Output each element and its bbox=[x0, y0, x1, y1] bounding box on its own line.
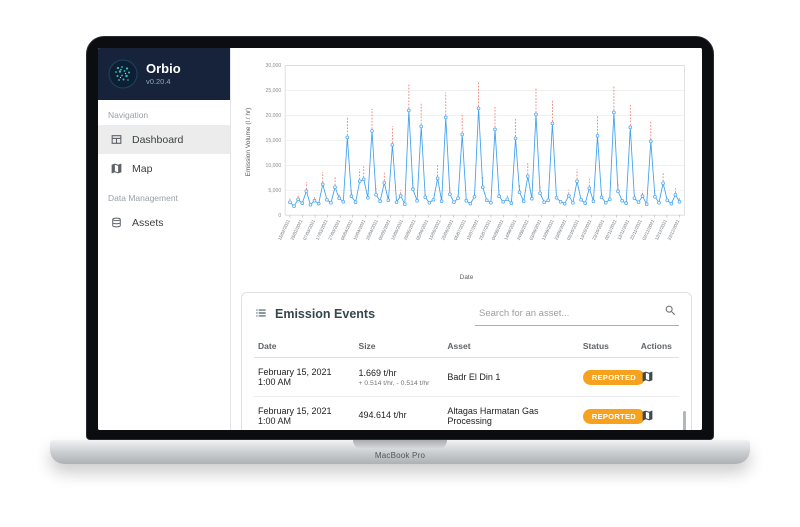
brand-version: v0.20.4 bbox=[146, 77, 171, 87]
svg-text:22/12/2021: 22/12/2021 bbox=[667, 218, 681, 241]
sidebar: Orbio v0.20.4 Navigation Dashboard bbox=[98, 48, 231, 430]
view-on-map-button[interactable] bbox=[641, 370, 654, 383]
svg-text:15/02/2021: 15/02/2021 bbox=[277, 218, 291, 241]
assets-icon bbox=[110, 216, 123, 229]
nav-section-label-data-management: Data Management bbox=[108, 193, 178, 203]
view-on-map-button[interactable] bbox=[641, 409, 654, 422]
svg-text:25/07/2021: 25/07/2021 bbox=[478, 218, 492, 241]
event-size: 1.669 t/hr bbox=[358, 367, 397, 378]
svg-text:06/04/2021: 06/04/2021 bbox=[340, 218, 354, 241]
svg-text:14/08/2021: 14/08/2021 bbox=[503, 218, 517, 241]
table-header-row: Date Size Asset Status Actions bbox=[254, 335, 679, 359]
event-date: February 15, 2021 1:00 AM bbox=[254, 357, 355, 398]
svg-text:13/10/2021: 13/10/2021 bbox=[579, 218, 593, 241]
svg-text:25/02/2021: 25/02/2021 bbox=[290, 218, 304, 241]
svg-text:22/11/2021: 22/11/2021 bbox=[629, 218, 643, 240]
status-badge: REPORTED bbox=[582, 408, 645, 424]
svg-text:07/03/2021: 07/03/2021 bbox=[302, 218, 316, 241]
sidebar-item-label: Assets bbox=[132, 216, 164, 229]
event-size: 494.614 t/hr bbox=[358, 410, 407, 421]
table-row[interactable]: February 15, 2021 1:00 AM 494.614 t/hr A… bbox=[254, 396, 679, 430]
brand-header: Orbio v0.20.4 bbox=[98, 48, 230, 100]
svg-text:05/06/2021: 05/06/2021 bbox=[415, 218, 429, 241]
svg-text:24/08/2021: 24/08/2021 bbox=[516, 218, 530, 241]
svg-text:15/06/2021: 15/06/2021 bbox=[428, 218, 442, 241]
svg-text:16/05/2021: 16/05/2021 bbox=[390, 218, 404, 241]
sidebar-item-dashboard[interactable]: Dashboard bbox=[98, 125, 230, 154]
event-date: February 15, 2021 1:00 AM bbox=[254, 396, 355, 430]
nav-section-label-navigation: Navigation bbox=[108, 110, 149, 120]
svg-text:03/09/2021: 03/09/2021 bbox=[528, 218, 542, 241]
event-size-uncertainty: + 0.514 t/hr, - 0.514 t/hr bbox=[358, 379, 430, 387]
svg-text:17/03/2021: 17/03/2021 bbox=[315, 218, 329, 241]
events-header: Emission Events bbox=[254, 302, 679, 327]
status-badge: REPORTED bbox=[582, 369, 645, 385]
column-header-asset: Asset bbox=[443, 335, 579, 359]
svg-text:23/10/2021: 23/10/2021 bbox=[591, 218, 605, 241]
sidebar-item-label: Dashboard bbox=[132, 133, 184, 146]
events-title: Emission Events bbox=[275, 307, 376, 322]
emission-events-card: Emission Events bbox=[241, 292, 692, 430]
asset-search bbox=[475, 302, 679, 327]
sidebar-item-map[interactable]: Map bbox=[98, 154, 230, 183]
svg-text:02/11/2021: 02/11/2021 bbox=[604, 218, 618, 240]
table-row[interactable]: February 15, 2021 1:00 AM 1.669 t/hr + 0… bbox=[254, 357, 679, 398]
svg-text:25/06/2021: 25/06/2021 bbox=[440, 218, 454, 241]
svg-text:10,000: 10,000 bbox=[265, 163, 281, 169]
laptop-base: MacBook Pro bbox=[50, 440, 750, 464]
search-icon[interactable] bbox=[664, 304, 677, 322]
search-input[interactable] bbox=[477, 306, 664, 320]
event-asset: Altagas Harmatan Gas Processing bbox=[443, 396, 579, 430]
svg-text:12/11/2021: 12/11/2021 bbox=[616, 218, 630, 240]
sidebar-item-assets[interactable]: Assets bbox=[98, 208, 230, 237]
dashboard-icon bbox=[110, 133, 123, 146]
laptop-bezel: Orbio v0.20.4 Navigation Dashboard bbox=[86, 36, 714, 440]
chart-y-axis-label: Emission Volume (l / hr) bbox=[245, 107, 252, 177]
svg-text:13/09/2021: 13/09/2021 bbox=[541, 218, 555, 241]
event-asset: Badr El Din 1 bbox=[443, 357, 579, 398]
column-header-actions: Actions bbox=[636, 335, 679, 359]
svg-text:15/07/2021: 15/07/2021 bbox=[465, 218, 479, 241]
svg-text:26/04/2021: 26/04/2021 bbox=[365, 218, 379, 241]
svg-text:16/04/2021: 16/04/2021 bbox=[352, 218, 366, 241]
macbook-mockup: Orbio v0.20.4 Navigation Dashboard bbox=[50, 36, 750, 464]
orbio-app: Orbio v0.20.4 Navigation Dashboard bbox=[98, 48, 702, 430]
map-icon bbox=[110, 162, 123, 175]
svg-text:20,000: 20,000 bbox=[265, 113, 281, 119]
svg-text:23/09/2021: 23/09/2021 bbox=[553, 218, 567, 241]
device-label: MacBook Pro bbox=[374, 451, 426, 460]
svg-text:02/12/2021: 02/12/2021 bbox=[641, 218, 655, 241]
chart-x-axis-label: Date bbox=[459, 274, 474, 282]
laptop-hinge-notch bbox=[353, 440, 447, 449]
svg-text:12/12/2021: 12/12/2021 bbox=[654, 218, 668, 241]
events-table: Date Size Asset Status Actions bbox=[254, 335, 679, 430]
brand-name: Orbio bbox=[146, 60, 181, 76]
svg-text:26/05/2021: 26/05/2021 bbox=[403, 218, 417, 241]
column-header-date: Date bbox=[254, 335, 355, 359]
svg-text:5,000: 5,000 bbox=[268, 188, 281, 194]
svg-text:03/10/2021: 03/10/2021 bbox=[566, 218, 580, 241]
laptop-screen: Orbio v0.20.4 Navigation Dashboard bbox=[98, 48, 702, 430]
svg-text:0: 0 bbox=[278, 213, 281, 219]
svg-text:27/03/2021: 27/03/2021 bbox=[327, 218, 341, 241]
emissions-chart: 0 5,000 10,000 15,000 20,000 25,000 30,000 15/0… bbox=[241, 54, 692, 286]
svg-text:04/08/2021: 04/08/2021 bbox=[491, 218, 505, 241]
svg-text:05/07/2021: 05/07/2021 bbox=[453, 218, 467, 241]
table-scrollbar[interactable] bbox=[683, 411, 686, 430]
main-content: 0 5,000 10,000 15,000 20,000 25,000 30,000 15/0… bbox=[231, 48, 702, 430]
list-icon bbox=[254, 306, 268, 323]
svg-text:25,000: 25,000 bbox=[265, 88, 281, 94]
svg-text:15,000: 15,000 bbox=[265, 138, 281, 144]
sidebar-item-label: Map bbox=[132, 162, 153, 175]
chart-plot-area: 0 5,000 10,000 15,000 20,000 25,000 30,000 15/0… bbox=[265, 63, 685, 241]
svg-text:06/05/2021: 06/05/2021 bbox=[378, 218, 392, 241]
column-header-size: Size bbox=[354, 335, 444, 359]
orbio-logo-icon bbox=[108, 59, 138, 89]
column-header-status: Status bbox=[578, 335, 637, 359]
svg-text:30,000: 30,000 bbox=[265, 63, 281, 69]
